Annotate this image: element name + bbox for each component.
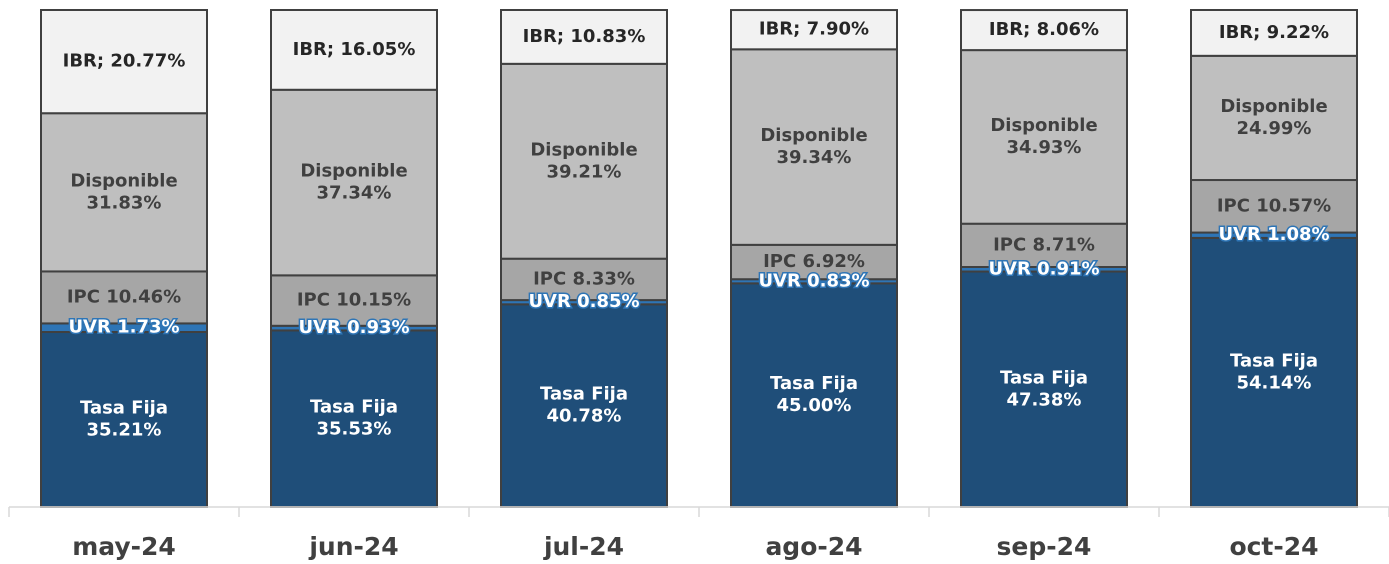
data-label: IPC 10.46%	[67, 286, 181, 307]
bar-segment	[960, 270, 1128, 508]
data-label: IBR; 10.83%	[523, 26, 646, 47]
bar-segment	[730, 282, 898, 508]
bar-segment	[730, 9, 898, 51]
data-label: IPC 8.71%	[993, 234, 1095, 255]
data-label: UVR 0.93%	[298, 317, 409, 338]
bar-segment	[1190, 9, 1358, 57]
data-label: UVR 0.83%	[758, 270, 869, 291]
bar-segment	[40, 9, 208, 115]
data-label: Tasa Fija 35.53%	[310, 397, 398, 440]
data-label: Tasa Fija 45.00%	[770, 373, 858, 416]
bar-segment	[1190, 236, 1358, 508]
data-label: IPC 10.57%	[1217, 195, 1331, 216]
x-tick-label: may-24	[72, 532, 176, 561]
data-label: Disponible 39.34%	[760, 125, 867, 168]
data-label: Disponible 31.83%	[70, 170, 177, 213]
data-label: Tasa Fija 35.21%	[80, 398, 168, 441]
x-tick-label: jul-24	[543, 532, 624, 561]
data-label: UVR 0.85%	[528, 291, 639, 312]
bar-segment	[40, 112, 208, 273]
bar-segment	[500, 9, 668, 65]
x-tick-label: sep-24	[997, 532, 1092, 561]
data-label: UVR 1.73%	[68, 317, 179, 338]
x-tick-label: jun-24	[308, 532, 398, 561]
bar-segment	[730, 243, 898, 281]
x-tick-label: oct-24	[1229, 532, 1318, 561]
bar-segment	[500, 62, 668, 260]
data-label: Disponible 39.21%	[530, 139, 637, 182]
data-label: UVR 0.91%	[988, 258, 1099, 279]
bar-segment	[500, 303, 668, 508]
data-label: IBR; 16.05%	[293, 39, 416, 60]
data-label: Tasa Fija 40.78%	[540, 384, 628, 427]
bar-segment	[270, 9, 438, 91]
data-label: UVR 1.08%	[1218, 224, 1329, 245]
data-label: Disponible 24.99%	[1220, 96, 1327, 139]
data-label: IPC 10.15%	[297, 290, 411, 311]
data-label: Disponible 34.93%	[990, 115, 1097, 158]
data-label: IPC 6.92%	[763, 251, 865, 272]
bar-segment	[270, 88, 438, 277]
bar-segment	[40, 331, 208, 508]
bar-segment	[1190, 179, 1358, 234]
bar-segment	[960, 222, 1128, 268]
bar-segment	[500, 257, 668, 302]
data-label: IBR; 20.77%	[63, 51, 186, 72]
data-label: Disponible 37.34%	[300, 161, 407, 204]
data-label: IBR; 8.06%	[989, 19, 1099, 40]
data-label: IPC 8.33%	[533, 268, 635, 289]
bar-segment	[960, 49, 1128, 225]
data-label: Tasa Fija 54.14%	[1230, 350, 1318, 393]
data-label: IBR; 9.22%	[1219, 22, 1329, 43]
bar-segment	[1190, 54, 1358, 182]
data-label: IBR; 7.90%	[759, 19, 869, 40]
x-tick-label: ago-24	[765, 532, 862, 561]
data-label: Tasa Fija 47.38%	[1000, 367, 1088, 410]
bar-segment	[40, 270, 208, 325]
bar-segment	[960, 9, 1128, 52]
